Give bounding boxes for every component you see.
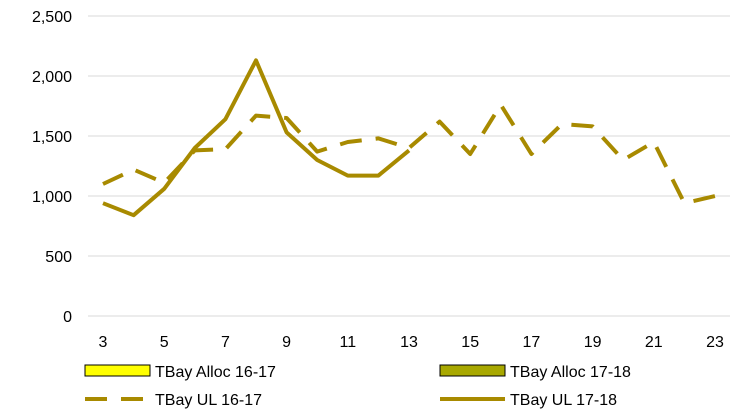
x-tick-label: 3 xyxy=(99,334,108,351)
axes: 0 500 1,000 1,500 2,000 2,500 3 5 7 9 11 13 15 17 19 21… xyxy=(32,9,730,351)
y-tick-label: 1,000 xyxy=(32,189,72,206)
legend-swatch xyxy=(84,364,151,377)
legend-item-ul-17-18: TBay UL 17-18 xyxy=(440,392,617,409)
legend-label: TBay Alloc 17-18 xyxy=(510,364,631,381)
x-tick-label: 17 xyxy=(523,334,541,351)
y-tick-label: 500 xyxy=(45,249,72,266)
series-line-ul-17-18 xyxy=(102,58,411,218)
series xyxy=(102,58,716,218)
y-tick-label: 2,500 xyxy=(32,9,72,26)
x-tick-label: 15 xyxy=(461,334,479,351)
x-tick-label: 5 xyxy=(160,334,169,351)
x-tick-label: 21 xyxy=(645,334,663,351)
x-tick-label: 7 xyxy=(221,334,230,351)
gridlines xyxy=(88,15,730,257)
legend-label: TBay UL 17-18 xyxy=(510,392,617,409)
y-tick-label: 0 xyxy=(63,309,72,326)
legend: TBay Alloc 16-17 TBay Alloc 17-18 TBay UL … xyxy=(84,364,631,409)
legend-item-alloc-17-18: TBay Alloc 17-18 xyxy=(439,364,631,381)
y-tick-label: 1,500 xyxy=(32,129,72,146)
x-tick-label: 11 xyxy=(339,334,356,351)
x-tick-label: 23 xyxy=(706,334,724,351)
x-tick-label: 9 xyxy=(282,334,291,351)
x-tick-label: 19 xyxy=(584,334,602,351)
legend-swatch xyxy=(439,364,506,377)
series-line-ul-16-17 xyxy=(102,102,716,206)
legend-label: TBay Alloc 16-17 xyxy=(155,364,276,381)
y-tick-label: 2,000 xyxy=(32,69,72,86)
legend-label: TBay UL 16-17 xyxy=(155,392,262,409)
legend-item-alloc-16-17: TBay Alloc 16-17 xyxy=(84,364,276,381)
x-tick-label: 13 xyxy=(400,334,418,351)
legend-item-ul-16-17: TBay UL 16-17 xyxy=(85,392,262,409)
